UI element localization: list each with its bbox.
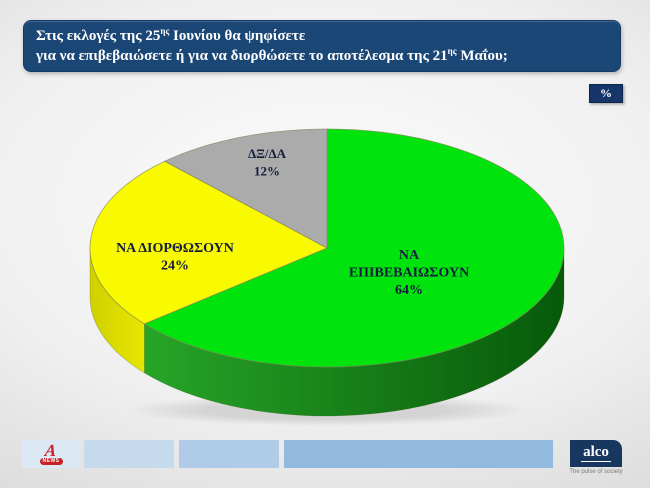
percent-unit-badge: % xyxy=(589,84,623,103)
pie-slice-label: 12% xyxy=(254,164,280,179)
footer: A NEWS alco The pulse of society xyxy=(0,440,650,484)
alpha-tv-logo: A NEWS xyxy=(39,440,63,465)
footer-bar-segment xyxy=(179,440,279,468)
question-line2-text: για να επιβεβαιώσετε ή για να διορθώσετε… xyxy=(36,48,448,64)
alco-tagline: The pulse of society xyxy=(569,469,623,475)
superscript: ης xyxy=(447,46,457,56)
pie-slice-label: ΝΑ ΔΙΟΡΘΩΣΟΥΝ xyxy=(116,241,234,256)
footer-logo-box-alpha: A NEWS xyxy=(22,440,80,468)
pie-slice-3 xyxy=(163,128,328,249)
alpha-news-banner: NEWS xyxy=(39,457,63,465)
pie-slice-label: 64% xyxy=(395,283,423,298)
pie-slice-2 xyxy=(89,160,328,325)
question-line1: Στις εκλογές της 25ης Ιουνίου θα ψηφίσετ… xyxy=(36,26,620,46)
superscript: ης xyxy=(160,26,170,36)
footer-bar-segment xyxy=(84,440,174,468)
alpha-letter: A xyxy=(44,440,58,460)
alco-logo: alco The pulse of society xyxy=(565,440,627,475)
question-line1-text: Στις εκλογές της 25 xyxy=(36,28,161,44)
pie-slice-1 xyxy=(143,128,565,368)
footer-bar-segment xyxy=(284,440,553,468)
question-line1-suffix: Ιουνίου θα ψηφίσετε xyxy=(169,28,306,44)
pie-slice-label: ΔΞ/ΔΑ xyxy=(248,146,287,161)
alco-logo-box: alco xyxy=(570,440,622,467)
pie-slice-label: ΝΑ xyxy=(399,248,420,263)
pie-slice-label: ΕΠΙΒΕΒΑΙΩΣΟΥΝ xyxy=(349,266,469,281)
question-line2-suffix: Μαΐου; xyxy=(456,48,508,64)
pie-slice-label: 24% xyxy=(161,259,189,274)
question-line2: για να επιβεβαιώσετε ή για να διορθώσετε… xyxy=(36,46,620,66)
question-header: Στις εκλογές της 25ης Ιουνίου θα ψηφίσετ… xyxy=(23,20,621,72)
alco-logo-text: alco xyxy=(581,444,611,462)
